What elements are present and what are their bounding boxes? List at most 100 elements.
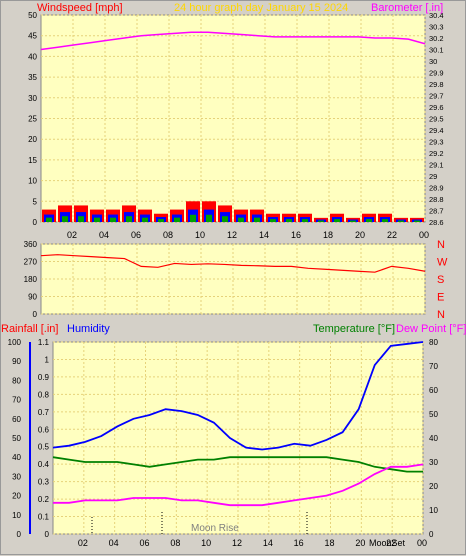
wind-bar-green [78, 216, 84, 222]
humidity-tick-label: 50 [12, 434, 21, 443]
humidity-x-tick-label: 20 [355, 538, 365, 548]
rainfall-axis: 0 0.1 0.2 0.3 0.4 0.5 0.6 0.7 0.8 0.9 1 1.1 [38, 338, 50, 539]
graph-title: 24 hour graph day January 15 2024 [174, 2, 348, 14]
temperature-tick-label: 80 [429, 338, 438, 347]
wind-bar-green [254, 217, 260, 222]
wind-x-tick-label: 08 [163, 230, 173, 240]
barometer-tick-label: 30.1 [429, 46, 444, 55]
temperature-tick-label: 40 [429, 434, 438, 443]
wind-x-tick-label: 12 [227, 230, 237, 240]
rainfall-tick-label: 0.9 [38, 373, 50, 382]
windspeed-tick-label: 50 [28, 11, 37, 20]
temperature-tick-label: 60 [429, 386, 438, 395]
barometer-tick-label: 29.4 [429, 126, 444, 135]
wind-bar-green [398, 220, 404, 222]
wind-bar-green [142, 217, 148, 222]
barometer-tick-label: 29.7 [429, 92, 444, 101]
temperature-tick-label: 20 [429, 482, 438, 491]
wind-bar-green [382, 219, 388, 222]
humidity-tick-label: 70 [12, 396, 21, 405]
temperature-tick-label: 30 [429, 458, 438, 467]
wind-x-tick-label: 22 [387, 230, 397, 240]
windspeed-tick-label: 20 [28, 135, 37, 144]
wind-bar-green [366, 219, 372, 222]
wind-bar-green [62, 216, 68, 222]
barometer-tick-label: 29.1 [429, 161, 444, 170]
rainfall-tick-label: 0.3 [38, 478, 50, 487]
barometer-tick-label: 30.4 [429, 11, 444, 20]
barometer-tick-label: 30.2 [429, 34, 444, 43]
wind-bars [42, 201, 424, 222]
direction-grid [41, 243, 426, 315]
temperature-tick-label: 0 [429, 530, 434, 539]
wind-bar-green [110, 217, 116, 222]
wind-bar-green [350, 220, 356, 222]
humidity-tick-label: 80 [12, 376, 21, 385]
temperature-label: Temperature [°F] [313, 323, 395, 335]
direction-tick-label: 90 [28, 293, 37, 302]
windspeed-tick-label: 5 [33, 197, 38, 206]
humidity-line [52, 341, 424, 451]
direction-letter: W [437, 257, 448, 269]
temperature-axis: 0 10 20 30 40 50 60 70 80 [429, 338, 438, 539]
humidity-tick-label: 100 [8, 338, 22, 347]
barometer-tick-label: 30 [429, 57, 437, 66]
windspeed-tick-label: 25 [28, 115, 37, 124]
temperature-tick-label: 50 [429, 410, 438, 419]
rainfall-tick-label: 0.7 [38, 408, 50, 417]
humidity-x-tick-label: 10 [201, 538, 211, 548]
barometer-tick-label: 28.9 [429, 184, 444, 193]
windspeed-tick-label: 45 [28, 32, 37, 41]
wind-bar-green [126, 216, 132, 222]
wind-bar-green [158, 219, 164, 222]
temperature-line [52, 456, 423, 473]
wind-x-tick-label: 20 [355, 230, 365, 240]
windspeed-label: Windspeed [mph] [37, 2, 123, 14]
wind-bar-green [190, 214, 196, 222]
wind-bar-green [238, 217, 244, 222]
windspeed-tick-label: 10 [28, 177, 37, 186]
direction-tick-label: 180 [24, 275, 38, 284]
humidity-tick-label: 10 [12, 511, 21, 520]
windspeed-tick-label: 0 [33, 218, 38, 227]
wind-bar-green [302, 219, 308, 222]
temperature-tick-label: 70 [429, 362, 438, 371]
temperature-tick-label: 10 [429, 506, 438, 515]
barometer-tick-label: 28.6 [429, 218, 444, 227]
humidity-x-tick-label: 08 [170, 538, 180, 548]
rainfall-tick-label: 1.1 [38, 338, 50, 347]
humidity-x-tick-label: 06 [140, 538, 150, 548]
wind-x-tick-label: 06 [131, 230, 141, 240]
humidity-axis: 0 10 20 30 40 50 60 70 80 90 100 [8, 338, 31, 539]
barometer-tick-label: 29.3 [429, 138, 444, 147]
rainfall-tick-label: 0 [45, 530, 50, 539]
wind-bar-green [222, 216, 228, 222]
humidity-tick-label: 60 [12, 415, 21, 424]
humidity-x-tick-label: 12 [232, 538, 242, 548]
wind-x-tick-label: 16 [291, 230, 301, 240]
rainfall-tick-label: 0.1 [38, 513, 50, 522]
humidity-label: Humidity [67, 323, 110, 335]
barometer-label: Barometer [.in] [371, 2, 443, 14]
windspeed-tick-label: 15 [28, 156, 37, 165]
direction-tick-label: 360 [24, 240, 38, 249]
rainfall-tick-label: 0.6 [38, 425, 50, 434]
barometer-tick-label: 29.8 [429, 80, 444, 89]
barometer-tick-label: 28.7 [429, 207, 444, 216]
wind-x-axis: 02 04 06 08 10 12 14 16 18 20 22 00 [67, 230, 429, 240]
wind-bar-green [94, 217, 100, 222]
wind-x-tick-label: 14 [259, 230, 269, 240]
wind-bar-green [174, 217, 180, 222]
humidity-tick-label: 40 [12, 453, 21, 462]
barometer-axis: 28.6 28.7 28.8 28.9 29 29.1 29.2 29.3 29.4 29.5 29… [429, 11, 444, 227]
wind-x-tick-label: 18 [323, 230, 333, 240]
humidity-x-tick-label: 00 [417, 538, 427, 548]
wind-bar-green [286, 219, 292, 222]
humidity-tick-label: 20 [12, 492, 21, 501]
windspeed-tick-label: 40 [28, 52, 37, 61]
humidity-x-tick-label: 14 [263, 538, 273, 548]
humidity-x-axis: 02 04 06 08 10 12 14 16 18 20 22 00 [78, 538, 427, 548]
wind-x-tick-label: 02 [67, 230, 77, 240]
barometer-tick-label: 28.8 [429, 195, 444, 204]
